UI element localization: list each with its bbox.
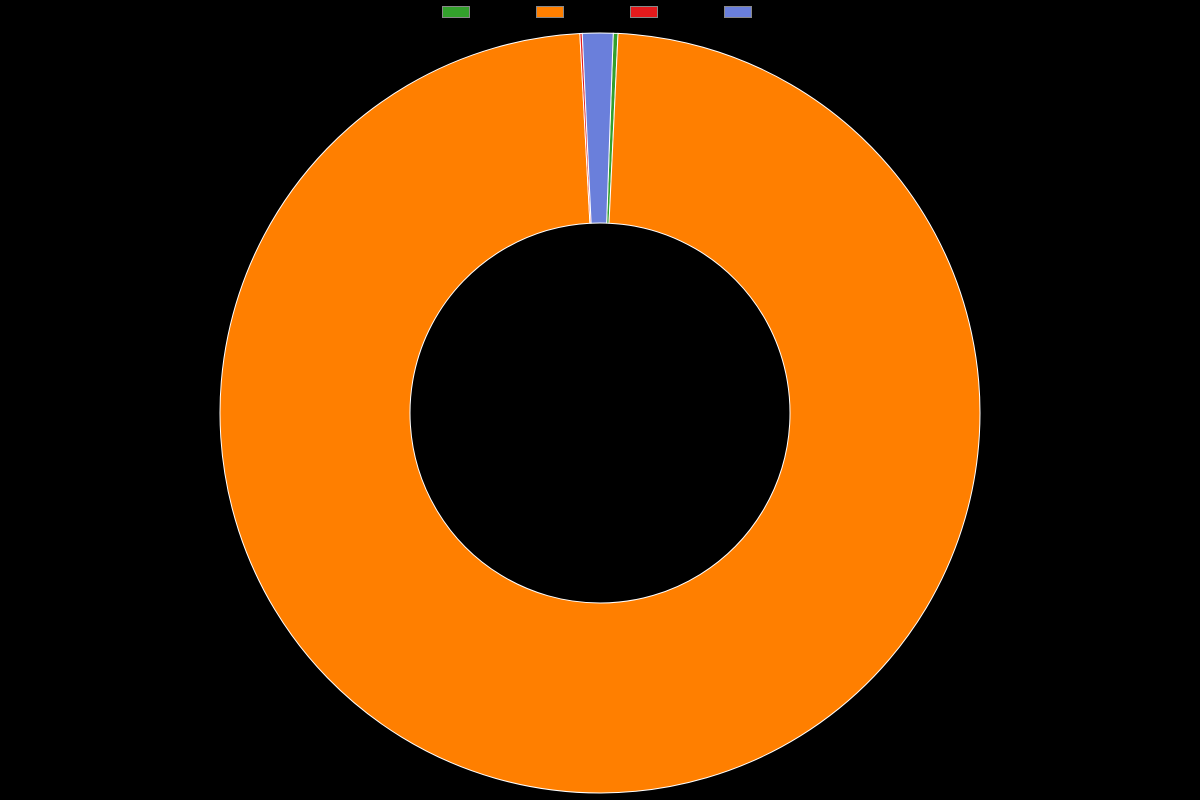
legend-item-3	[724, 6, 758, 18]
legend-swatch-1	[536, 6, 564, 18]
legend-swatch-2	[630, 6, 658, 18]
legend-swatch-3	[724, 6, 752, 18]
legend-swatch-0	[442, 6, 470, 18]
legend-item-0	[442, 6, 476, 18]
legend-item-1	[536, 6, 570, 18]
donut-chart-svg	[0, 25, 1200, 800]
donut-chart-container	[0, 25, 1200, 800]
chart-legend	[442, 6, 758, 18]
legend-item-2	[630, 6, 664, 18]
